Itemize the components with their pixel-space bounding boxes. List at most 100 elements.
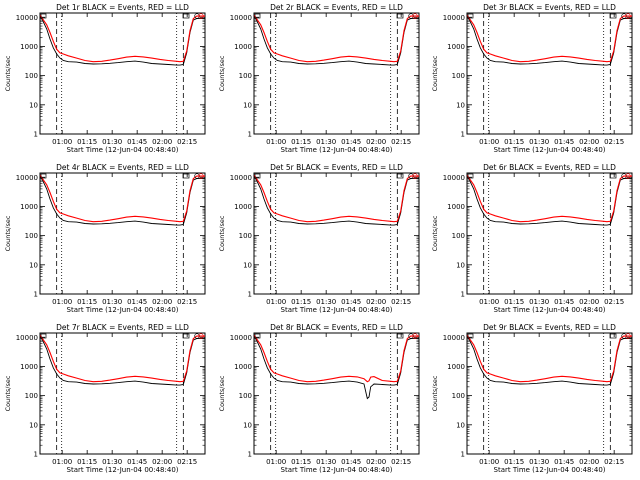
y-tick-label: 10 <box>243 261 252 269</box>
corner-circle-marker-red <box>198 333 204 339</box>
x-tick-label: 01:45 <box>341 138 361 146</box>
y-tick-label: 10000 <box>16 14 38 22</box>
x-tick-label: 02:15 <box>177 138 197 146</box>
corner-circle-marker-red <box>198 13 204 19</box>
y-tick-label: 1000 <box>20 363 38 371</box>
y-tick-label: 1 <box>248 451 252 459</box>
y-tick-label: 1000 <box>447 363 465 371</box>
chart-panel-7: Det 7r BLACK = Events, RED = LLD 1 10 100 10… <box>4 323 206 474</box>
x-tick-label: 01:00 <box>52 298 72 306</box>
x-tick-label: 02:15 <box>604 298 624 306</box>
y-tick-label: 1000 <box>447 203 465 211</box>
x-tick-label: 01:45 <box>341 298 361 306</box>
x-axis-label: Start Time (12-Jun-04 00:48:40) <box>494 146 606 154</box>
chart-title: Det 6r BLACK = Events, RED = LLD <box>483 163 616 172</box>
corner-marker-right <box>182 13 190 19</box>
corner-marker-left <box>254 13 261 19</box>
x-tick-label: 02:00 <box>579 298 599 306</box>
chart-title: Det 4r BLACK = Events, RED = LLD <box>56 163 189 172</box>
chart-panel-8: Det 8r BLACK = Events, RED = LLD 1 10 100 10… <box>218 323 420 474</box>
y-tick-label: 10 <box>29 261 38 269</box>
chart-panel-9: Det 9r BLACK = Events, RED = LLD 1 10 100 10… <box>431 323 633 474</box>
corner-marker-left <box>40 333 47 339</box>
x-tick-label: 01:15 <box>291 458 311 466</box>
y-tick-label: 1000 <box>234 363 252 371</box>
corner-circle-marker <box>408 13 414 19</box>
corner-circle-marker <box>408 173 414 179</box>
corner-circle-marker-red <box>625 173 631 179</box>
y-tick-label: 1 <box>34 451 38 459</box>
y-tick-label: 10000 <box>230 334 252 342</box>
x-tick-label: 01:30 <box>102 458 122 466</box>
x-tick-label: 01:00 <box>266 298 286 306</box>
x-tick-label: 01:15 <box>291 138 311 146</box>
corner-circle-marker-red <box>198 173 204 179</box>
x-tick-label: 01:30 <box>529 138 549 146</box>
y-tick-label: 10000 <box>230 14 252 22</box>
x-tick-label: 01:30 <box>316 138 336 146</box>
corner-marker-right <box>182 173 190 179</box>
x-axis-label: Start Time (12-Jun-04 00:48:40) <box>67 146 179 154</box>
x-tick-label: 01:00 <box>479 138 499 146</box>
y-tick-label: 1000 <box>234 43 252 51</box>
x-tick-label: 02:15 <box>604 458 624 466</box>
x-tick-label: 01:30 <box>316 458 336 466</box>
y-tick-label: 100 <box>25 72 38 80</box>
corner-marker-right <box>182 333 190 339</box>
y-tick-label: 100 <box>239 72 252 80</box>
x-tick-label: 01:45 <box>341 458 361 466</box>
y-tick-label: 100 <box>239 392 252 400</box>
y-tick-label: 100 <box>25 392 38 400</box>
y-tick-label: 10 <box>29 421 38 429</box>
plot-frame <box>253 12 420 135</box>
x-tick-label: 01:15 <box>77 458 97 466</box>
corner-marker-left <box>467 13 474 19</box>
y-tick-label: 1 <box>34 291 38 299</box>
x-axis-label: Start Time (12-Jun-04 00:48:40) <box>281 146 393 154</box>
series-lld-line <box>40 14 205 63</box>
corner-circle-marker-red <box>412 333 418 339</box>
y-tick-label: 1000 <box>20 43 38 51</box>
y-axis-label: Counts/sec <box>431 55 439 91</box>
plot-frame <box>39 12 206 135</box>
chart-title: Det 1r BLACK = Events, RED = LLD <box>56 3 189 12</box>
chart-panel-2: Det 2r BLACK = Events, RED = LLD 1 10 100 10… <box>218 3 420 154</box>
x-tick-label: 01:45 <box>554 458 574 466</box>
y-tick-label: 1 <box>461 291 465 299</box>
series-events-line <box>254 334 419 400</box>
corner-marker-left <box>254 333 261 339</box>
plot-frame <box>39 172 206 295</box>
chart-title: Det 8r BLACK = Events, RED = LLD <box>270 323 403 332</box>
x-tick-label: 02:15 <box>604 138 624 146</box>
corner-marker-right <box>396 13 404 19</box>
series-lld-line <box>254 174 419 223</box>
x-tick-label: 01:15 <box>504 138 524 146</box>
x-tick-label: 01:30 <box>102 138 122 146</box>
x-tick-label: 01:00 <box>266 138 286 146</box>
x-tick-label: 01:45 <box>554 298 574 306</box>
y-tick-label: 1000 <box>447 43 465 51</box>
y-tick-label: 10 <box>29 101 38 109</box>
x-tick-label: 02:00 <box>366 298 386 306</box>
x-axis-label: Start Time (12-Jun-04 00:48:40) <box>281 466 393 474</box>
x-tick-label: 02:00 <box>366 138 386 146</box>
chart-panel-1: Det 1r BLACK = Events, RED = LLD 1 10 100 10… <box>4 3 206 154</box>
corner-marker-right <box>609 13 617 19</box>
y-tick-label: 100 <box>452 232 465 240</box>
corner-circle-marker <box>621 173 627 179</box>
corner-marker-left <box>467 173 474 179</box>
x-tick-label: 01:30 <box>529 458 549 466</box>
y-tick-label: 10 <box>243 421 252 429</box>
corner-marker-left <box>467 333 474 339</box>
y-tick-label: 1000 <box>20 203 38 211</box>
x-tick-label: 01:30 <box>529 298 549 306</box>
corner-circle-marker <box>621 333 627 339</box>
x-tick-label: 01:30 <box>102 298 122 306</box>
chart-title: Det 9r BLACK = Events, RED = LLD <box>483 323 616 332</box>
y-tick-label: 10 <box>243 101 252 109</box>
x-tick-label: 02:00 <box>152 458 172 466</box>
y-tick-label: 100 <box>239 232 252 240</box>
y-tick-label: 10 <box>456 261 465 269</box>
x-tick-label: 02:00 <box>152 298 172 306</box>
